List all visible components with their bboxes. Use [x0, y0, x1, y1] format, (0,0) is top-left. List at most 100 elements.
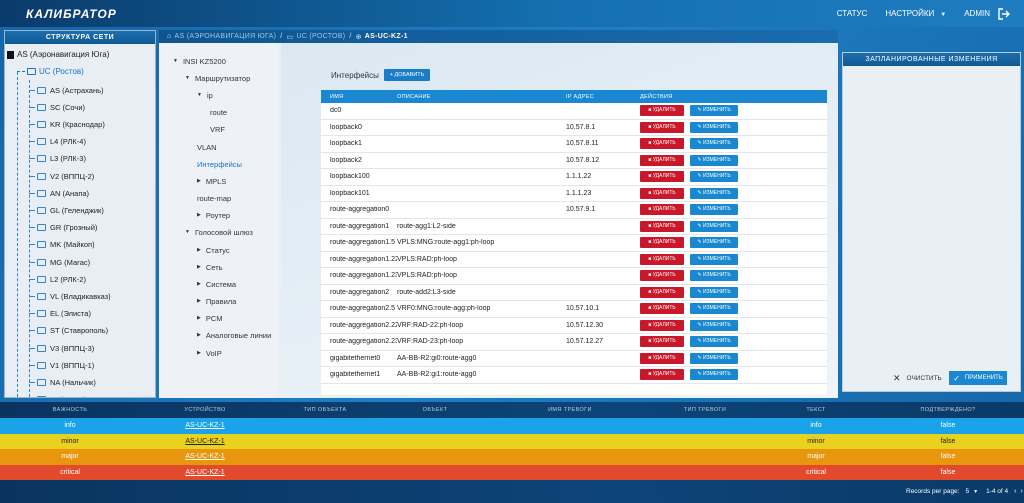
tree-node[interactable]: EL (Элиста): [29, 308, 91, 320]
nav-status[interactable]: ▶ Статус: [197, 244, 230, 256]
edit-button[interactable]: ✎ ИЗМЕНИТЬ: [690, 286, 738, 298]
edit-button[interactable]: ✎ ИЗМЕНИТЬ: [690, 369, 738, 381]
delete-button[interactable]: ■ УДАЛИТЬ: [640, 171, 684, 183]
col-header-name[interactable]: ИМЯ: [330, 93, 344, 100]
edit-button[interactable]: ✎ ИЗМЕНИТЬ: [690, 105, 738, 117]
nav-voice-gateway[interactable]: ▼ Голосовой шлюз: [185, 226, 253, 238]
cell-device-link[interactable]: AS-UC-KZ-1: [185, 453, 225, 461]
tree-node[interactable]: ST (Ставрополь): [29, 325, 108, 337]
app-logo[interactable]: КАЛИБРАТОР: [26, 7, 117, 21]
edit-button[interactable]: ✎ ИЗМЕНИТЬ: [690, 138, 738, 150]
tree-node[interactable]: VL (Владикавказ): [29, 290, 111, 302]
cell-device-link[interactable]: AS-UC-KZ-1: [185, 437, 225, 445]
nav-device-root[interactable]: ▼ INSI KZ5200: [173, 55, 226, 67]
tree-node[interactable]: KR (Краснодар): [29, 118, 105, 130]
delete-button[interactable]: ■ УДАЛИТЬ: [640, 237, 684, 249]
tree-node[interactable]: MG (Магас): [29, 256, 90, 268]
nav-status[interactable]: СТАТУС: [836, 9, 868, 18]
col-header-object-type[interactable]: ТИП ОБЪЕКТА: [303, 407, 347, 413]
nav-router2[interactable]: ▶ Роутер: [197, 209, 230, 221]
nav-pcm[interactable]: ▶ PCM: [197, 312, 223, 324]
tree-node[interactable]: AN (Анапа): [29, 187, 89, 199]
edit-button[interactable]: ✎ ИЗМЕНИТЬ: [690, 204, 738, 216]
cell-device-link[interactable]: AS-UC-KZ-1: [185, 422, 225, 430]
nav-interfaces[interactable]: Интерфейсы: [197, 159, 242, 169]
nav-settings[interactable]: НАСТРОЙКИ ▼: [885, 9, 946, 18]
edit-button[interactable]: ✎ ИЗМЕНИТЬ: [690, 237, 738, 249]
delete-button[interactable]: ■ УДАЛИТЬ: [640, 303, 684, 315]
breadcrumb-level2[interactable]: UC (РОСТОВ): [296, 33, 346, 40]
nav-vrf[interactable]: VRF: [210, 124, 225, 134]
edit-button[interactable]: ✎ ИЗМЕНИТЬ: [690, 336, 738, 348]
records-per-page-select[interactable]: 5: [965, 488, 970, 495]
delete-button[interactable]: ■ УДАЛИТЬ: [640, 204, 684, 216]
apply-changes-button[interactable]: ✓ ПРИМЕНИТЬ: [949, 371, 1007, 385]
nav-mpls[interactable]: ▶ MPLS: [197, 175, 226, 187]
col-header-object[interactable]: ОБЪЕКТ: [422, 407, 448, 413]
edit-button[interactable]: ✎ ИЗМЕНИТЬ: [690, 171, 738, 183]
tree-node[interactable]: V3 (ВППЦ-3): [29, 342, 94, 354]
tree-node[interactable]: AS (Астрахань): [29, 84, 104, 96]
alarm-row[interactable]: critical AS-UC-KZ-1 critical false: [0, 464, 1024, 480]
delete-button[interactable]: ■ УДАЛИТЬ: [640, 154, 684, 166]
tree-node-selected[interactable]: UC (Ростов): [17, 67, 84, 76]
delete-button[interactable]: ■ УДАЛИТЬ: [640, 319, 684, 331]
alarm-row[interactable]: minor AS-UC-KZ-1 minor false: [0, 433, 1024, 449]
tree-root[interactable]: AS (Аэронавигация Юга): [7, 50, 109, 59]
col-header-alarm-type[interactable]: ТИП ТРЕВОГИ: [683, 407, 727, 413]
nav-vlan[interactable]: VLAN: [197, 142, 217, 152]
col-header-text[interactable]: ТЕКСТ: [806, 407, 826, 413]
chevron-down-icon[interactable]: ▼: [973, 488, 979, 495]
delete-button[interactable]: ■ УДАЛИТЬ: [640, 369, 684, 381]
delete-button[interactable]: ■ УДАЛИТЬ: [640, 270, 684, 282]
cell-device-link[interactable]: AS-UC-KZ-1: [185, 468, 225, 476]
nav-voip[interactable]: ▶ VoIP: [197, 347, 222, 359]
delete-button[interactable]: ■ УДАЛИТЬ: [640, 253, 684, 265]
edit-button[interactable]: ✎ ИЗМЕНИТЬ: [690, 352, 738, 364]
edit-button[interactable]: ✎ ИЗМЕНИТЬ: [690, 154, 738, 166]
home-icon[interactable]: ⌂: [167, 33, 172, 40]
alarm-row[interactable]: info AS-UC-KZ-1 info false: [0, 418, 1024, 434]
breadcrumb-level1[interactable]: AS (АЭРОНАВИГАЦИЯ ЮГА): [174, 33, 277, 40]
tree-node[interactable]: V1 (ВППЦ-1): [29, 359, 94, 371]
delete-button[interactable]: ■ УДАЛИТЬ: [640, 220, 684, 232]
nav-system[interactable]: ▶ Система: [197, 278, 236, 290]
add-interface-button[interactable]: + ДОБАВИТЬ: [384, 69, 430, 81]
edit-button[interactable]: ✎ ИЗМЕНИТЬ: [690, 121, 738, 133]
tree-node[interactable]: GL (Геленджик): [29, 204, 104, 216]
tree-node[interactable]: NA (Нальчик): [29, 376, 96, 388]
nav-route-map[interactable]: route-map: [197, 193, 232, 203]
delete-button[interactable]: ■ УДАЛИТЬ: [640, 286, 684, 298]
nav-analog-lines[interactable]: ▶ Аналоговые линии: [197, 329, 271, 341]
edit-button[interactable]: ✎ ИЗМЕНИТЬ: [690, 303, 738, 315]
tree-node[interactable]: L3 (РЛК-3): [29, 153, 86, 165]
nav-router[interactable]: ▼ Маршрутизатор: [185, 72, 250, 84]
tree-node[interactable]: GR (Грозный): [29, 222, 97, 234]
col-header-alarm-name[interactable]: ИМЯ ТРЕВОГИ: [548, 407, 592, 413]
tree-node[interactable]: SC (Сочи): [29, 101, 85, 113]
col-header-ip[interactable]: IP АДРЕС: [566, 93, 594, 100]
logout-icon[interactable]: [998, 7, 1010, 20]
edit-button[interactable]: ✎ ИЗМЕНИТЬ: [690, 319, 738, 331]
tree-node[interactable]: L2 (РЛК-2): [29, 273, 86, 285]
delete-button[interactable]: ■ УДАЛИТЬ: [640, 187, 684, 199]
tree-node[interactable]: L1 (РЛК-1): [29, 394, 86, 397]
delete-button[interactable]: ■ УДАЛИТЬ: [640, 138, 684, 150]
delete-button[interactable]: ■ УДАЛИТЬ: [640, 121, 684, 133]
nav-user[interactable]: ADMIN: [964, 9, 990, 18]
nav-rules[interactable]: ▶ Правила: [197, 295, 236, 307]
edit-button[interactable]: ✎ ИЗМЕНИТЬ: [690, 187, 738, 199]
nav-route[interactable]: route: [210, 107, 228, 117]
nav-network[interactable]: ▶ Сеть: [197, 261, 223, 273]
col-header-device[interactable]: УСТРОЙСТВО: [184, 407, 226, 413]
alarm-row[interactable]: major AS-UC-KZ-1 major false: [0, 449, 1024, 465]
delete-button[interactable]: ■ УДАЛИТЬ: [640, 105, 684, 117]
prev-page-icon[interactable]: ‹: [1014, 488, 1017, 495]
clear-changes-button[interactable]: ✕ ОЧИСТИТЬ: [893, 373, 942, 384]
delete-button[interactable]: ■ УДАЛИТЬ: [640, 336, 684, 348]
nav-ip[interactable]: ▼ ip: [197, 89, 213, 101]
delete-button[interactable]: ■ УДАЛИТЬ: [640, 352, 684, 364]
tree-node[interactable]: V2 (ВППЦ-2): [29, 170, 94, 182]
edit-button[interactable]: ✎ ИЗМЕНИТЬ: [690, 253, 738, 265]
col-header-description[interactable]: ОПИСАНИЕ: [397, 93, 431, 100]
